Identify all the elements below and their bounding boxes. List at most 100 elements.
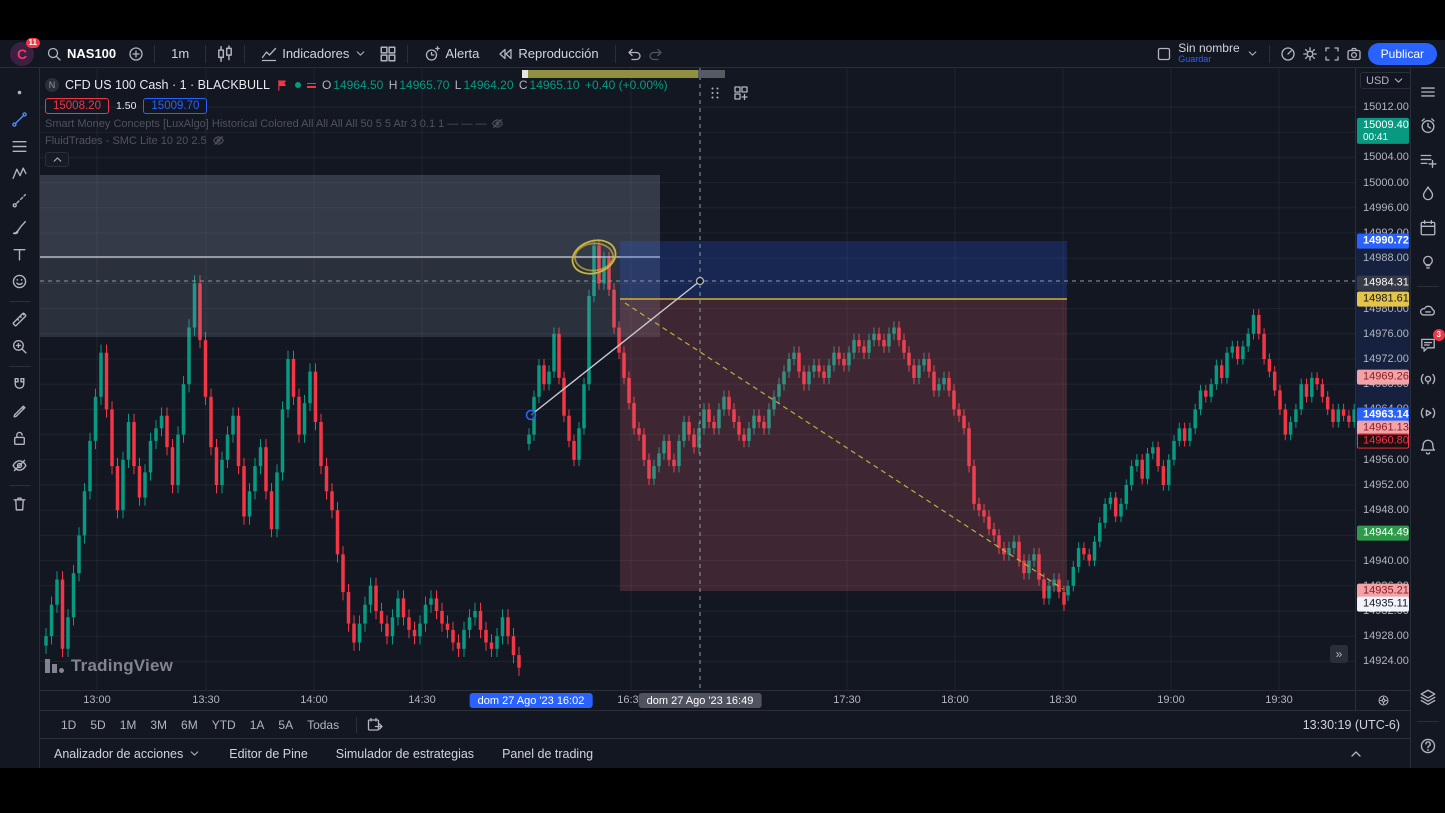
currency-button[interactable]: USD: [1360, 72, 1412, 89]
trend-line-tool[interactable]: [6, 107, 34, 131]
clock-utc[interactable]: 13:30:19 (UTC-6): [1302, 717, 1400, 732]
price-label: 14963.14: [1357, 407, 1409, 423]
indicator-row[interactable]: FluidTrades - SMC Lite 10 20 2.5: [45, 132, 670, 149]
emoji-tool[interactable]: [6, 269, 34, 293]
range-button-3m[interactable]: 3M: [150, 717, 168, 732]
magnet-tool[interactable]: [6, 372, 34, 396]
price-label: 14981.61: [1357, 291, 1409, 307]
eye-off-icon[interactable]: [212, 134, 225, 147]
range-button-ytd[interactable]: YTD: [211, 717, 236, 732]
ideas-icon[interactable]: [1414, 250, 1442, 274]
time-label: dom 27 Ago '23 16:49: [638, 693, 762, 708]
alerts-icon[interactable]: [1414, 114, 1442, 138]
cursor-dot-tool[interactable]: [6, 80, 34, 104]
forecast-tool[interactable]: [6, 188, 34, 212]
flag-icon[interactable]: [276, 79, 289, 92]
text-tool[interactable]: [6, 242, 34, 266]
remove-drawings-tool[interactable]: [6, 491, 34, 515]
eye-off-icon[interactable]: [491, 117, 504, 130]
layout-chevron-icon[interactable]: [1246, 47, 1259, 60]
add-layout-icon[interactable]: [733, 85, 749, 101]
price-scale[interactable]: USD 15012.0015008.0015004.0015000.001499…: [1355, 68, 1412, 690]
layout-name: Sin nombre: [1178, 41, 1240, 56]
time-tick: 19:00: [1157, 694, 1185, 706]
tab-analizador[interactable]: Analizador de acciones: [54, 747, 201, 761]
object-tree-icon[interactable]: [1414, 685, 1442, 709]
redo-icon[interactable]: [648, 46, 664, 62]
hotlists-icon[interactable]: [1414, 182, 1442, 206]
range-button-1m[interactable]: 1M: [119, 717, 137, 732]
indicators-button[interactable]: Indicadores: [255, 43, 373, 65]
chevron-down-icon: [1392, 74, 1405, 87]
expand-panel-icon[interactable]: [1348, 746, 1364, 762]
range-button-5d[interactable]: 5D: [90, 717, 106, 732]
settings-icon[interactable]: [1302, 46, 1318, 62]
chart-canvas[interactable]: TradingView N CFD US 100 Cash · 1 · BLAC…: [40, 68, 1355, 690]
drag-dots-icon[interactable]: [707, 85, 723, 101]
tab-panel-trading[interactable]: Panel de trading: [502, 746, 594, 761]
interval-button[interactable]: 1m: [171, 46, 190, 61]
drawing-toolbar: [0, 68, 40, 768]
search-icon: [46, 46, 62, 62]
data-status-icon[interactable]: [294, 82, 301, 88]
chart-plot[interactable]: [40, 68, 1355, 690]
indicator-row[interactable]: Smart Money Concepts [LuxAlgo] Historica…: [45, 115, 670, 132]
layout-save-group[interactable]: Sin nombre Guardar: [1178, 42, 1239, 64]
publish-button[interactable]: Publicar: [1367, 42, 1437, 65]
zoom-in-tool[interactable]: [6, 334, 34, 358]
lock-drawings-tool[interactable]: [6, 426, 34, 450]
sell-button[interactable]: 15008.20: [45, 98, 109, 114]
replay-button[interactable]: Reproducción: [491, 43, 604, 65]
range-button-todas[interactable]: Todas: [307, 717, 340, 732]
alert-button[interactable]: Alerta: [418, 43, 485, 65]
range-button-6m[interactable]: 6M: [181, 717, 198, 732]
tab-editor-pine[interactable]: Editor de Pine: [229, 746, 308, 761]
notifications-icon[interactable]: [1414, 435, 1442, 459]
scale-settings-icon[interactable]: [1377, 694, 1390, 707]
symbol-search-button[interactable]: NAS100: [40, 43, 122, 65]
market-closed-icon[interactable]: [306, 81, 316, 90]
compare-icon[interactable]: [128, 46, 144, 62]
streams-icon[interactable]: [1414, 401, 1442, 425]
hide-drawings-tool[interactable]: [6, 453, 34, 477]
news-icon[interactable]: [1414, 148, 1442, 172]
legend-collapse-button[interactable]: [45, 152, 69, 167]
price-label: 14984.31: [1357, 275, 1409, 291]
range-button-1d[interactable]: 1D: [61, 717, 77, 732]
drawing-mode-tool[interactable]: [6, 399, 34, 423]
floating-toolbar-handle[interactable]: [700, 82, 756, 104]
time-axis[interactable]: 13:00 13:30 14:00 14:30 16:30 17:30 18:00 18:30…: [40, 691, 1355, 710]
goto-date-icon[interactable]: [367, 717, 383, 733]
fullscreen-icon[interactable]: [1324, 46, 1340, 62]
fib-retracement-tool[interactable]: [6, 134, 34, 158]
snapshot-icon[interactable]: [1346, 46, 1362, 62]
watchlist-icon[interactable]: [1414, 80, 1442, 104]
help-icon[interactable]: [1414, 734, 1442, 758]
measure-tool[interactable]: [6, 307, 34, 331]
user-avatar[interactable]: C 11: [10, 37, 40, 66]
buy-button[interactable]: 15009.70: [143, 98, 208, 114]
quick-search-icon[interactable]: [1280, 46, 1296, 62]
indicator-title: FluidTrades - SMC Lite 10 20 2.5: [45, 134, 207, 147]
maximize-panel-icon[interactable]: undefined: [1380, 746, 1396, 762]
layout-select-icon[interactable]: [1156, 46, 1172, 62]
ideas-stream-icon[interactable]: [1414, 367, 1442, 391]
indicators-icon: [261, 46, 277, 62]
range-button-1a[interactable]: 1A: [249, 717, 265, 732]
scroll-to-recent-button[interactable]: »: [1330, 645, 1348, 663]
range-button-5a[interactable]: 5A: [278, 717, 294, 732]
chat-icon[interactable]: 3: [1414, 329, 1445, 357]
chart-style-icon[interactable]: [216, 44, 234, 63]
pattern-tool[interactable]: [6, 161, 34, 185]
symbol-title[interactable]: CFD US 100 Cash · 1 · BLACKBULL: [65, 78, 270, 92]
brush-tool[interactable]: [6, 215, 34, 239]
toolbar-divider: [8, 366, 31, 367]
calendar-icon[interactable]: [1414, 216, 1442, 240]
undo-icon[interactable]: [626, 46, 642, 62]
tab-simulador[interactable]: Simulador de estrategias: [335, 746, 475, 761]
save-link[interactable]: Guardar: [1178, 54, 1212, 65]
replay-icon: [497, 46, 513, 62]
price-label: 14960.80: [1357, 433, 1409, 449]
private-chat-icon[interactable]: [1414, 299, 1442, 323]
indicator-templates-icon[interactable]: [379, 45, 397, 63]
